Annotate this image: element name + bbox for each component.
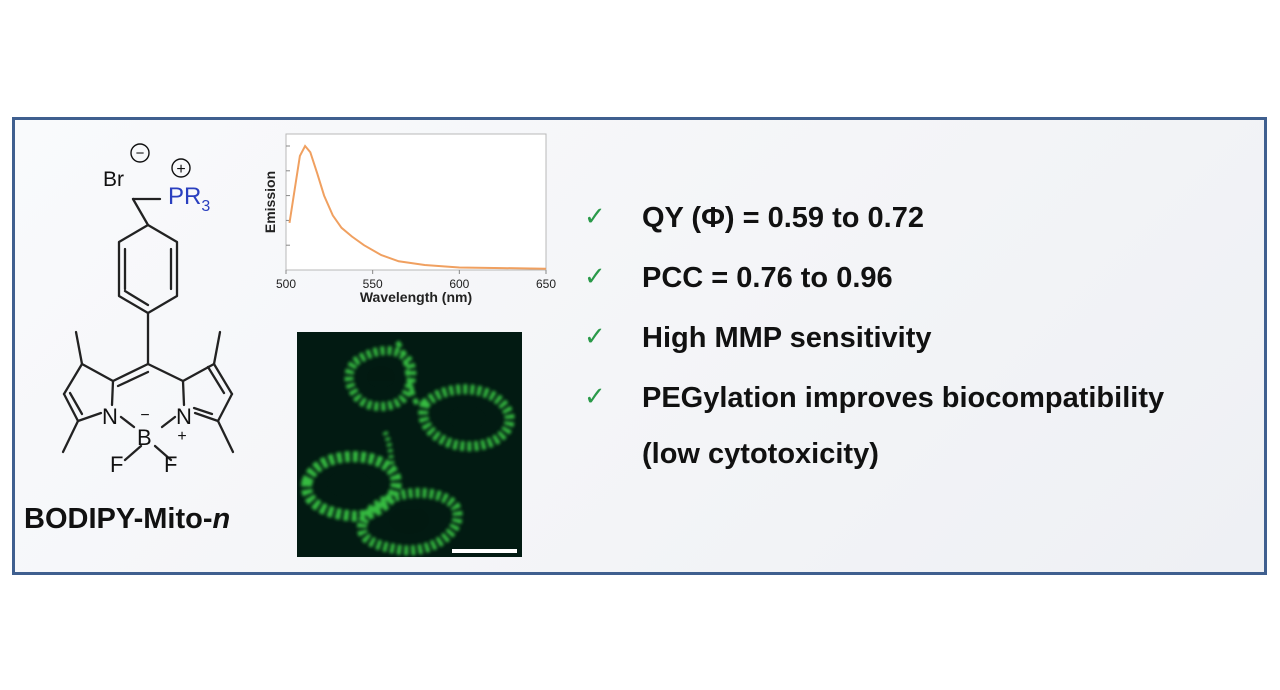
emission-spectrum-chart: 500 550 600 650 Wavelength (nm) Emission — [262, 133, 556, 305]
point-text: PCC = 0.76 to 0.96 — [642, 262, 893, 294]
plot-area — [285, 133, 547, 271]
structure-bonds — [61, 197, 235, 462]
x-tick-label: 550 — [363, 277, 383, 291]
bromide-charge: − — [136, 145, 145, 162]
fluorine-right-label: F — [164, 452, 177, 477]
point-text: QY (Φ) = 0.59 to 0.72 — [642, 202, 924, 234]
point-text: PEGylation improves biocompatibility — [642, 382, 1165, 414]
checkmark-icon: ✓ — [584, 382, 606, 412]
nitrogen-charge: + — [177, 428, 186, 445]
checkmark-icon: ✓ — [584, 262, 606, 292]
scale-bar — [452, 549, 517, 553]
x-tick-label: 650 — [536, 277, 556, 291]
confocal-micrograph — [297, 332, 522, 557]
phosphonium-label: PR3 — [168, 183, 210, 215]
nitrogen-right-label: N — [176, 404, 192, 429]
nitrogen-left-label: N — [102, 404, 118, 429]
compound-name: BODIPY-Mito-n — [24, 503, 231, 535]
figure-frame — [12, 117, 1267, 575]
boron-charge: − — [140, 407, 149, 424]
y-axis-label: Emission — [262, 171, 278, 233]
checkmark-icon: ✓ — [584, 202, 606, 232]
boron-label: B — [137, 425, 152, 450]
x-axis-label: Wavelength (nm) — [360, 289, 472, 305]
mitochondria-stain-image — [301, 340, 515, 556]
bromide-label: Br — [103, 168, 124, 191]
point-text: (low cytotoxicity) — [642, 438, 879, 470]
checkmark-icon: ✓ — [584, 322, 606, 352]
phosphonium-charge: + — [176, 161, 185, 178]
positive-charge-icon — [171, 158, 191, 178]
point-text: High MMP sensitivity — [642, 322, 932, 354]
x-tick-label: 600 — [449, 277, 469, 291]
x-tick-label: 500 — [276, 277, 296, 291]
fluorine-left-label: F — [110, 452, 123, 477]
negative-charge-icon — [130, 143, 150, 163]
bodipy-structure: Br − PR3 + N N B − + F F — [61, 143, 235, 477]
emission-series-line — [288, 144, 547, 270]
